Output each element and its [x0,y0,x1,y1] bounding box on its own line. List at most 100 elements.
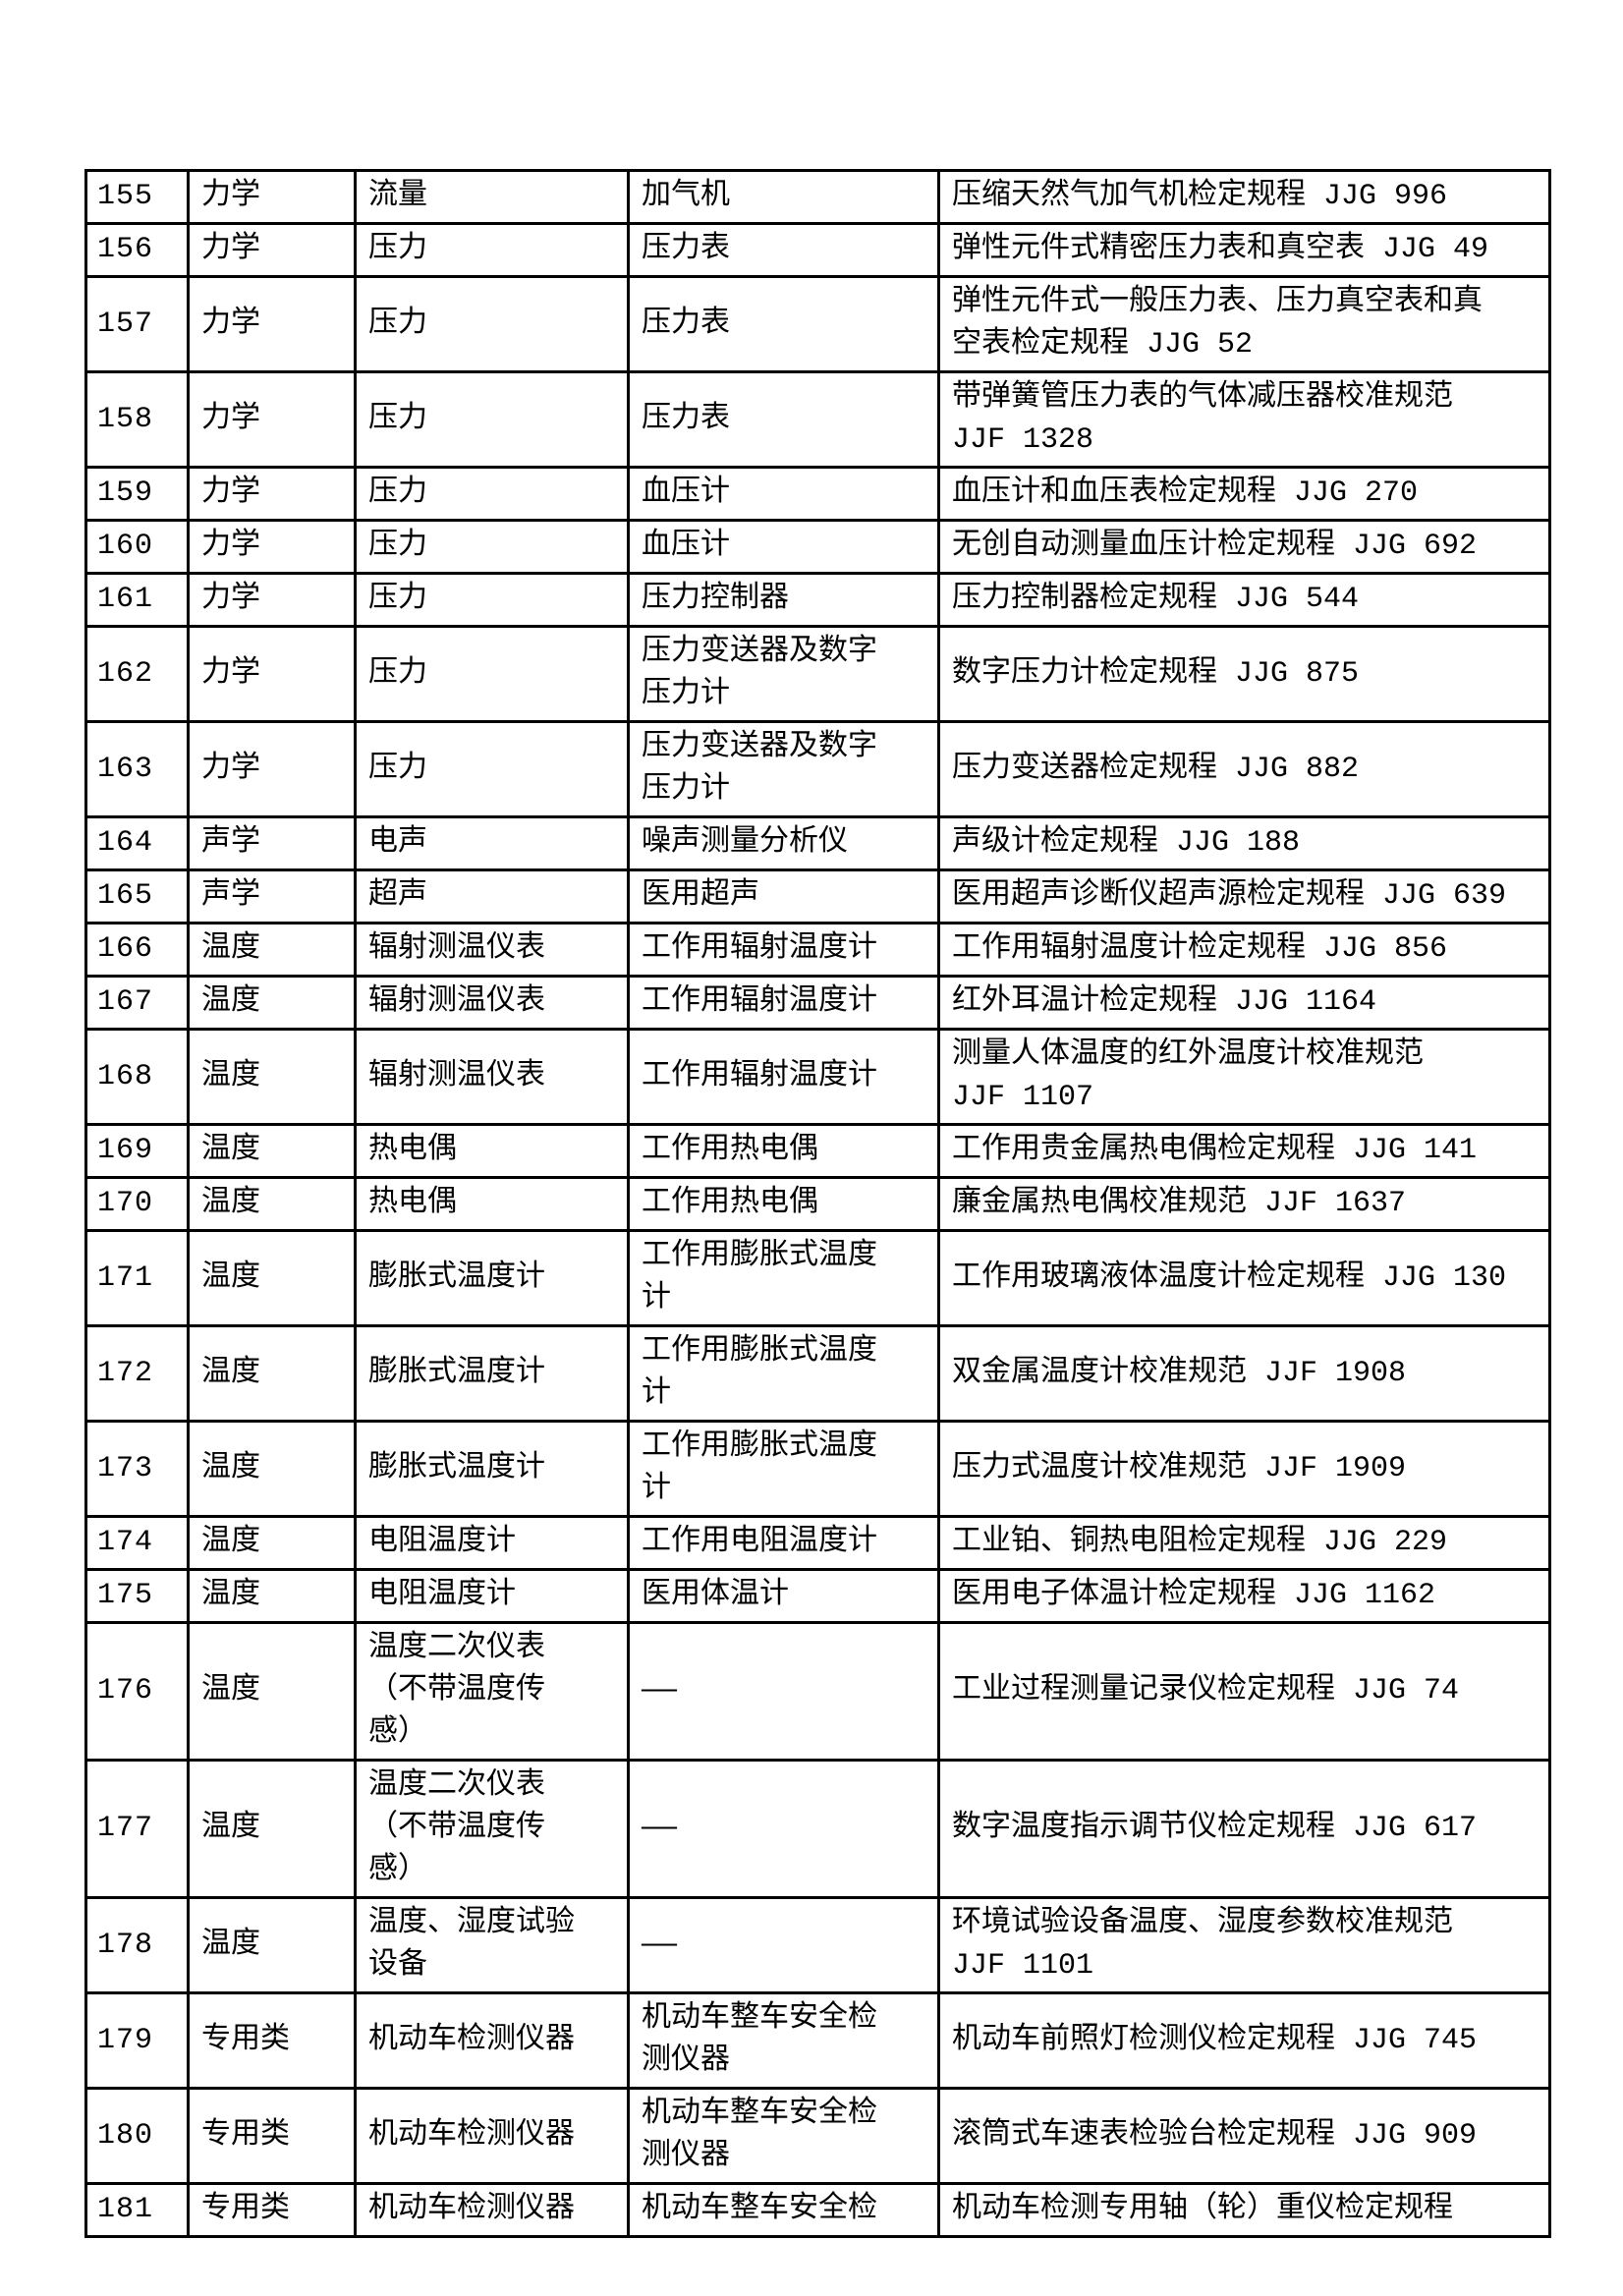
category-cell: 温度 [187,1324,357,1423]
table-row: 163 力学 压力 压力变送器及数字 压力计 压力变送器检定规程 JJG 882 [84,720,1551,818]
subcategory-cell: 电阻温度计 [354,1515,630,1571]
regulation-cell: 数字温度指示调节仪检定规程 JJG 617 [937,1759,1551,1899]
table-row: 159 力学 压力 血压计 血压计和血压表检定规程 JJG 270 [84,466,1551,522]
subcategory-cell: 机动车检测仪器 [354,2182,630,2238]
table-row: 165 声学 超声 医用超声 医用超声诊断仪超声源检定规程 JJG 639 [84,868,1551,924]
regulation-cell: 数字压力计检定规程 JJG 875 [937,625,1551,723]
category-cell: 温度 [187,975,357,1031]
subcategory-cell: 压力 [354,466,630,522]
table-row: 173 温度 膨胀式温度计 工作用膨胀式温度 计 压力式温度计校准规范 JJF … [84,1420,1551,1518]
row-number-cell: 165 [84,868,190,924]
table-row: 158 力学 压力 压力表 带弹簧管压力表的气体减压器校准规范 JJF 1328 [84,370,1551,469]
regulation-cell: 带弹簧管压力表的气体减压器校准规范 JJF 1328 [937,370,1551,469]
regulation-cell: 医用电子体温计检定规程 JJG 1162 [937,1568,1551,1624]
regulation-cell: 廉金属热电偶校准规范 JJF 1637 [937,1176,1551,1232]
instrument-cell: 医用超声 [627,868,940,924]
row-number-cell: 172 [84,1324,190,1423]
instrument-cell: 工作用热电偶 [627,1123,940,1179]
subcategory-cell: 热电偶 [354,1176,630,1232]
category-cell: 力学 [187,720,357,818]
instrument-cell: 工作用辐射温度计 [627,975,940,1031]
category-cell: 温度 [187,1229,357,1327]
regulation-cell: 机动车检测专用轴（轮）重仪检定规程 [937,2182,1551,2238]
table-row: 168 温度 辐射测温仪表 工作用辐射温度计 测量人体温度的红外温度计校准规范 … [84,1028,1551,1126]
regulation-cell: 工业铂、铜热电阻检定规程 JJG 229 [937,1515,1551,1571]
row-number-cell: 156 [84,222,190,278]
subcategory-cell: 电阻温度计 [354,1568,630,1624]
table-row: 156 力学 压力 压力表 弹性元件式精密压力表和真空表 JJG 49 [84,222,1551,278]
row-number-cell: 169 [84,1123,190,1179]
subcategory-cell: 热电偶 [354,1123,630,1179]
instrument-cell: 机动车整车安全检 测仪器 [627,1991,940,2090]
instrument-cell: 压力表 [627,370,940,469]
subcategory-cell: 压力 [354,222,630,278]
row-number-cell: 158 [84,370,190,469]
table-row: 161 力学 压力 压力控制器 压力控制器检定规程 JJG 544 [84,572,1551,628]
category-cell: 力学 [187,466,357,522]
regulation-cell: 声级计检定规程 JJG 188 [937,815,1551,871]
table-row: 162 力学 压力 压力变送器及数字 压力计 数字压力计检定规程 JJG 875 [84,625,1551,723]
table-row: 157 力学 压力 压力表 弹性元件式一般压力表、压力真空表和真 空表检定规程 … [84,275,1551,373]
row-number-cell: 173 [84,1420,190,1518]
subcategory-cell: 温度、湿度试验 设备 [354,1896,630,1994]
table-row: 177 温度 温度二次仪表 （不带温度传 感） —— 数字温度指示调节仪检定规程… [84,1759,1551,1899]
row-number-cell: 157 [84,275,190,373]
row-number-cell: 174 [84,1515,190,1571]
category-cell: 专用类 [187,2087,357,2185]
instrument-cell: 压力变送器及数字 压力计 [627,625,940,723]
category-cell: 力学 [187,370,357,469]
subcategory-cell: 压力 [354,275,630,373]
subcategory-cell: 压力 [354,720,630,818]
instrument-cell: —— [627,1759,940,1899]
instrument-cell: 工作用辐射温度计 [627,922,940,978]
instrument-cell: 噪声测量分析仪 [627,815,940,871]
verification-regulations-table: 155 力学 流量 加气机 压缩天然气加气机检定规程 JJG 996 156 力… [84,169,1551,2238]
regulation-cell: 压力式温度计校准规范 JJF 1909 [937,1420,1551,1518]
regulation-cell: 工作用辐射温度计检定规程 JJG 856 [937,922,1551,978]
row-number-cell: 171 [84,1229,190,1327]
instrument-cell: 压力变送器及数字 压力计 [627,720,940,818]
table-row: 180 专用类 机动车检测仪器 机动车整车安全检 测仪器 滚筒式车速表检验台检定… [84,2087,1551,2185]
category-cell: 温度 [187,922,357,978]
category-cell: 温度 [187,1420,357,1518]
regulation-cell: 压缩天然气加气机检定规程 JJG 996 [937,169,1551,225]
subcategory-cell: 流量 [354,169,630,225]
row-number-cell: 175 [84,1568,190,1624]
regulation-cell: 工作用贵金属热电偶检定规程 JJG 141 [937,1123,1551,1179]
regulation-cell: 工业过程测量记录仪检定规程 JJG 74 [937,1621,1551,1762]
regulation-cell: 机动车前照灯检测仪检定规程 JJG 745 [937,1991,1551,2090]
category-cell: 温度 [187,1621,357,1762]
instrument-cell: 血压计 [627,519,940,575]
subcategory-cell: 压力 [354,572,630,628]
table-row: 164 声学 电声 噪声测量分析仪 声级计检定规程 JJG 188 [84,815,1551,871]
subcategory-cell: 辐射测温仪表 [354,1028,630,1126]
row-number-cell: 159 [84,466,190,522]
subcategory-cell: 压力 [354,519,630,575]
regulation-cell: 医用超声诊断仪超声源检定规程 JJG 639 [937,868,1551,924]
subcategory-cell: 膨胀式温度计 [354,1420,630,1518]
category-cell: 温度 [187,1896,357,1994]
category-cell: 力学 [187,222,357,278]
table-row: 175 温度 电阻温度计 医用体温计 医用电子体温计检定规程 JJG 1162 [84,1568,1551,1624]
instrument-cell: —— [627,1621,940,1762]
category-cell: 专用类 [187,1991,357,2090]
regulation-cell: 滚筒式车速表检验台检定规程 JJG 909 [937,2087,1551,2185]
table-row: 155 力学 流量 加气机 压缩天然气加气机检定规程 JJG 996 [84,169,1551,225]
table-body: 155 力学 流量 加气机 压缩天然气加气机检定规程 JJG 996 156 力… [84,169,1551,2238]
category-cell: 声学 [187,868,357,924]
instrument-cell: 压力表 [627,222,940,278]
category-cell: 温度 [187,1123,357,1179]
subcategory-cell: 机动车检测仪器 [354,1991,630,2090]
regulation-cell: 压力控制器检定规程 JJG 544 [937,572,1551,628]
row-number-cell: 180 [84,2087,190,2185]
row-number-cell: 179 [84,1991,190,2090]
subcategory-cell: 辐射测温仪表 [354,922,630,978]
regulation-cell: 压力变送器检定规程 JJG 882 [937,720,1551,818]
instrument-cell: 工作用膨胀式温度 计 [627,1420,940,1518]
table-row: 181 专用类 机动车检测仪器 机动车整车安全检 机动车检测专用轴（轮）重仪检定… [84,2182,1551,2238]
table-row: 166 温度 辐射测温仪表 工作用辐射温度计 工作用辐射温度计检定规程 JJG … [84,922,1551,978]
category-cell: 温度 [187,1759,357,1899]
regulation-cell: 红外耳温计检定规程 JJG 1164 [937,975,1551,1031]
table-row: 170 温度 热电偶 工作用热电偶 廉金属热电偶校准规范 JJF 1637 [84,1176,1551,1232]
